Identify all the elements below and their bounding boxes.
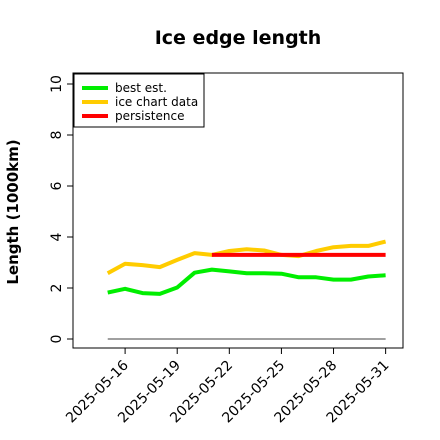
series-line-best-est- — [107, 267, 386, 296]
chart-title: Ice edge length — [155, 27, 322, 49]
y-axis: 0 2 4 6 8 10 — [49, 75, 73, 343]
y-tick-label: 4 — [49, 232, 65, 241]
legend-label: persistence — [115, 109, 184, 123]
series-line-ice-chart-data — [106, 239, 387, 275]
y-tick-label: 10 — [49, 75, 65, 93]
x-axis: 2025-05-162025-05-192025-05-222025-05-25… — [63, 348, 392, 426]
legend-label: best est. — [115, 81, 167, 95]
plot-area — [72, 72, 404, 349]
y-tick-label: 2 — [49, 284, 65, 293]
y-tick-label: 8 — [49, 131, 65, 140]
y-axis-label: Length (1000km) — [4, 139, 22, 284]
y-tick-label: 6 — [49, 181, 65, 190]
legend-label: ice chart data — [115, 95, 198, 109]
y-tick-label: 0 — [49, 335, 65, 344]
series-layer — [106, 239, 387, 340]
